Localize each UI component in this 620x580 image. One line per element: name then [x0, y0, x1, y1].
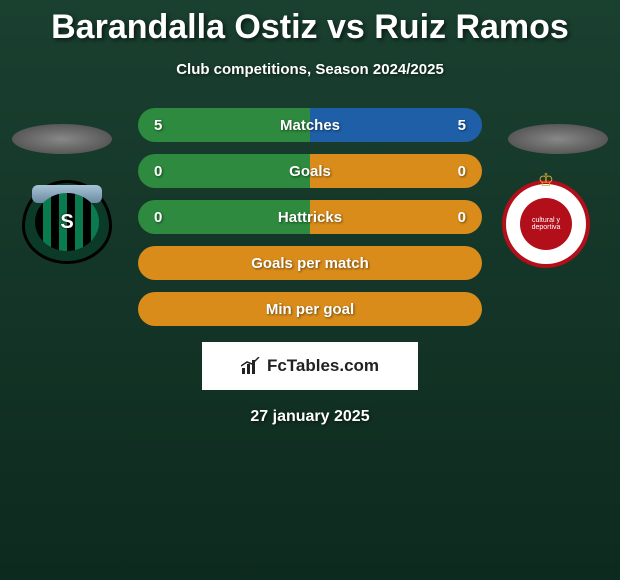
- stat-label: Min per goal: [266, 301, 354, 318]
- stat-value-left: 0: [154, 163, 162, 180]
- stat-label: Hattricks: [278, 209, 342, 226]
- stat-row: 0 Goals 0: [0, 154, 620, 188]
- brand-label: FcTables.com: [267, 356, 379, 376]
- stats-comparison: 5 Matches 5 0 Goals 0 0 Hattricks 0 Goals per mat…: [0, 108, 620, 326]
- stat-value-left: 5: [154, 117, 162, 134]
- stat-pill: Goals per match: [138, 246, 482, 280]
- brand-box[interactable]: FcTables.com: [202, 342, 418, 390]
- stat-label: Goals per match: [251, 255, 369, 272]
- stat-label: Matches: [280, 117, 340, 134]
- stat-row: Min per goal: [0, 292, 620, 326]
- page-subtitle: Club competitions, Season 2024/2025: [0, 61, 620, 78]
- stat-row: 0 Hattricks 0: [0, 200, 620, 234]
- stat-value-right: 5: [458, 117, 466, 134]
- chart-icon: [241, 357, 261, 375]
- stat-value-right: 0: [458, 209, 466, 226]
- stat-pill: 5 Matches 5: [138, 108, 482, 142]
- stat-label: Goals: [289, 163, 331, 180]
- stat-row: 5 Matches 5: [0, 108, 620, 142]
- stat-pill: 0 Hattricks 0: [138, 200, 482, 234]
- stat-value-left: 0: [154, 209, 162, 226]
- date-label: 27 january 2025: [0, 408, 620, 426]
- stat-value-right: 0: [458, 163, 466, 180]
- stat-row: Goals per match: [0, 246, 620, 280]
- stat-pill: Min per goal: [138, 292, 482, 326]
- stat-pill: 0 Goals 0: [138, 154, 482, 188]
- page-title: Barandalla Ostiz vs Ruiz Ramos: [0, 0, 620, 47]
